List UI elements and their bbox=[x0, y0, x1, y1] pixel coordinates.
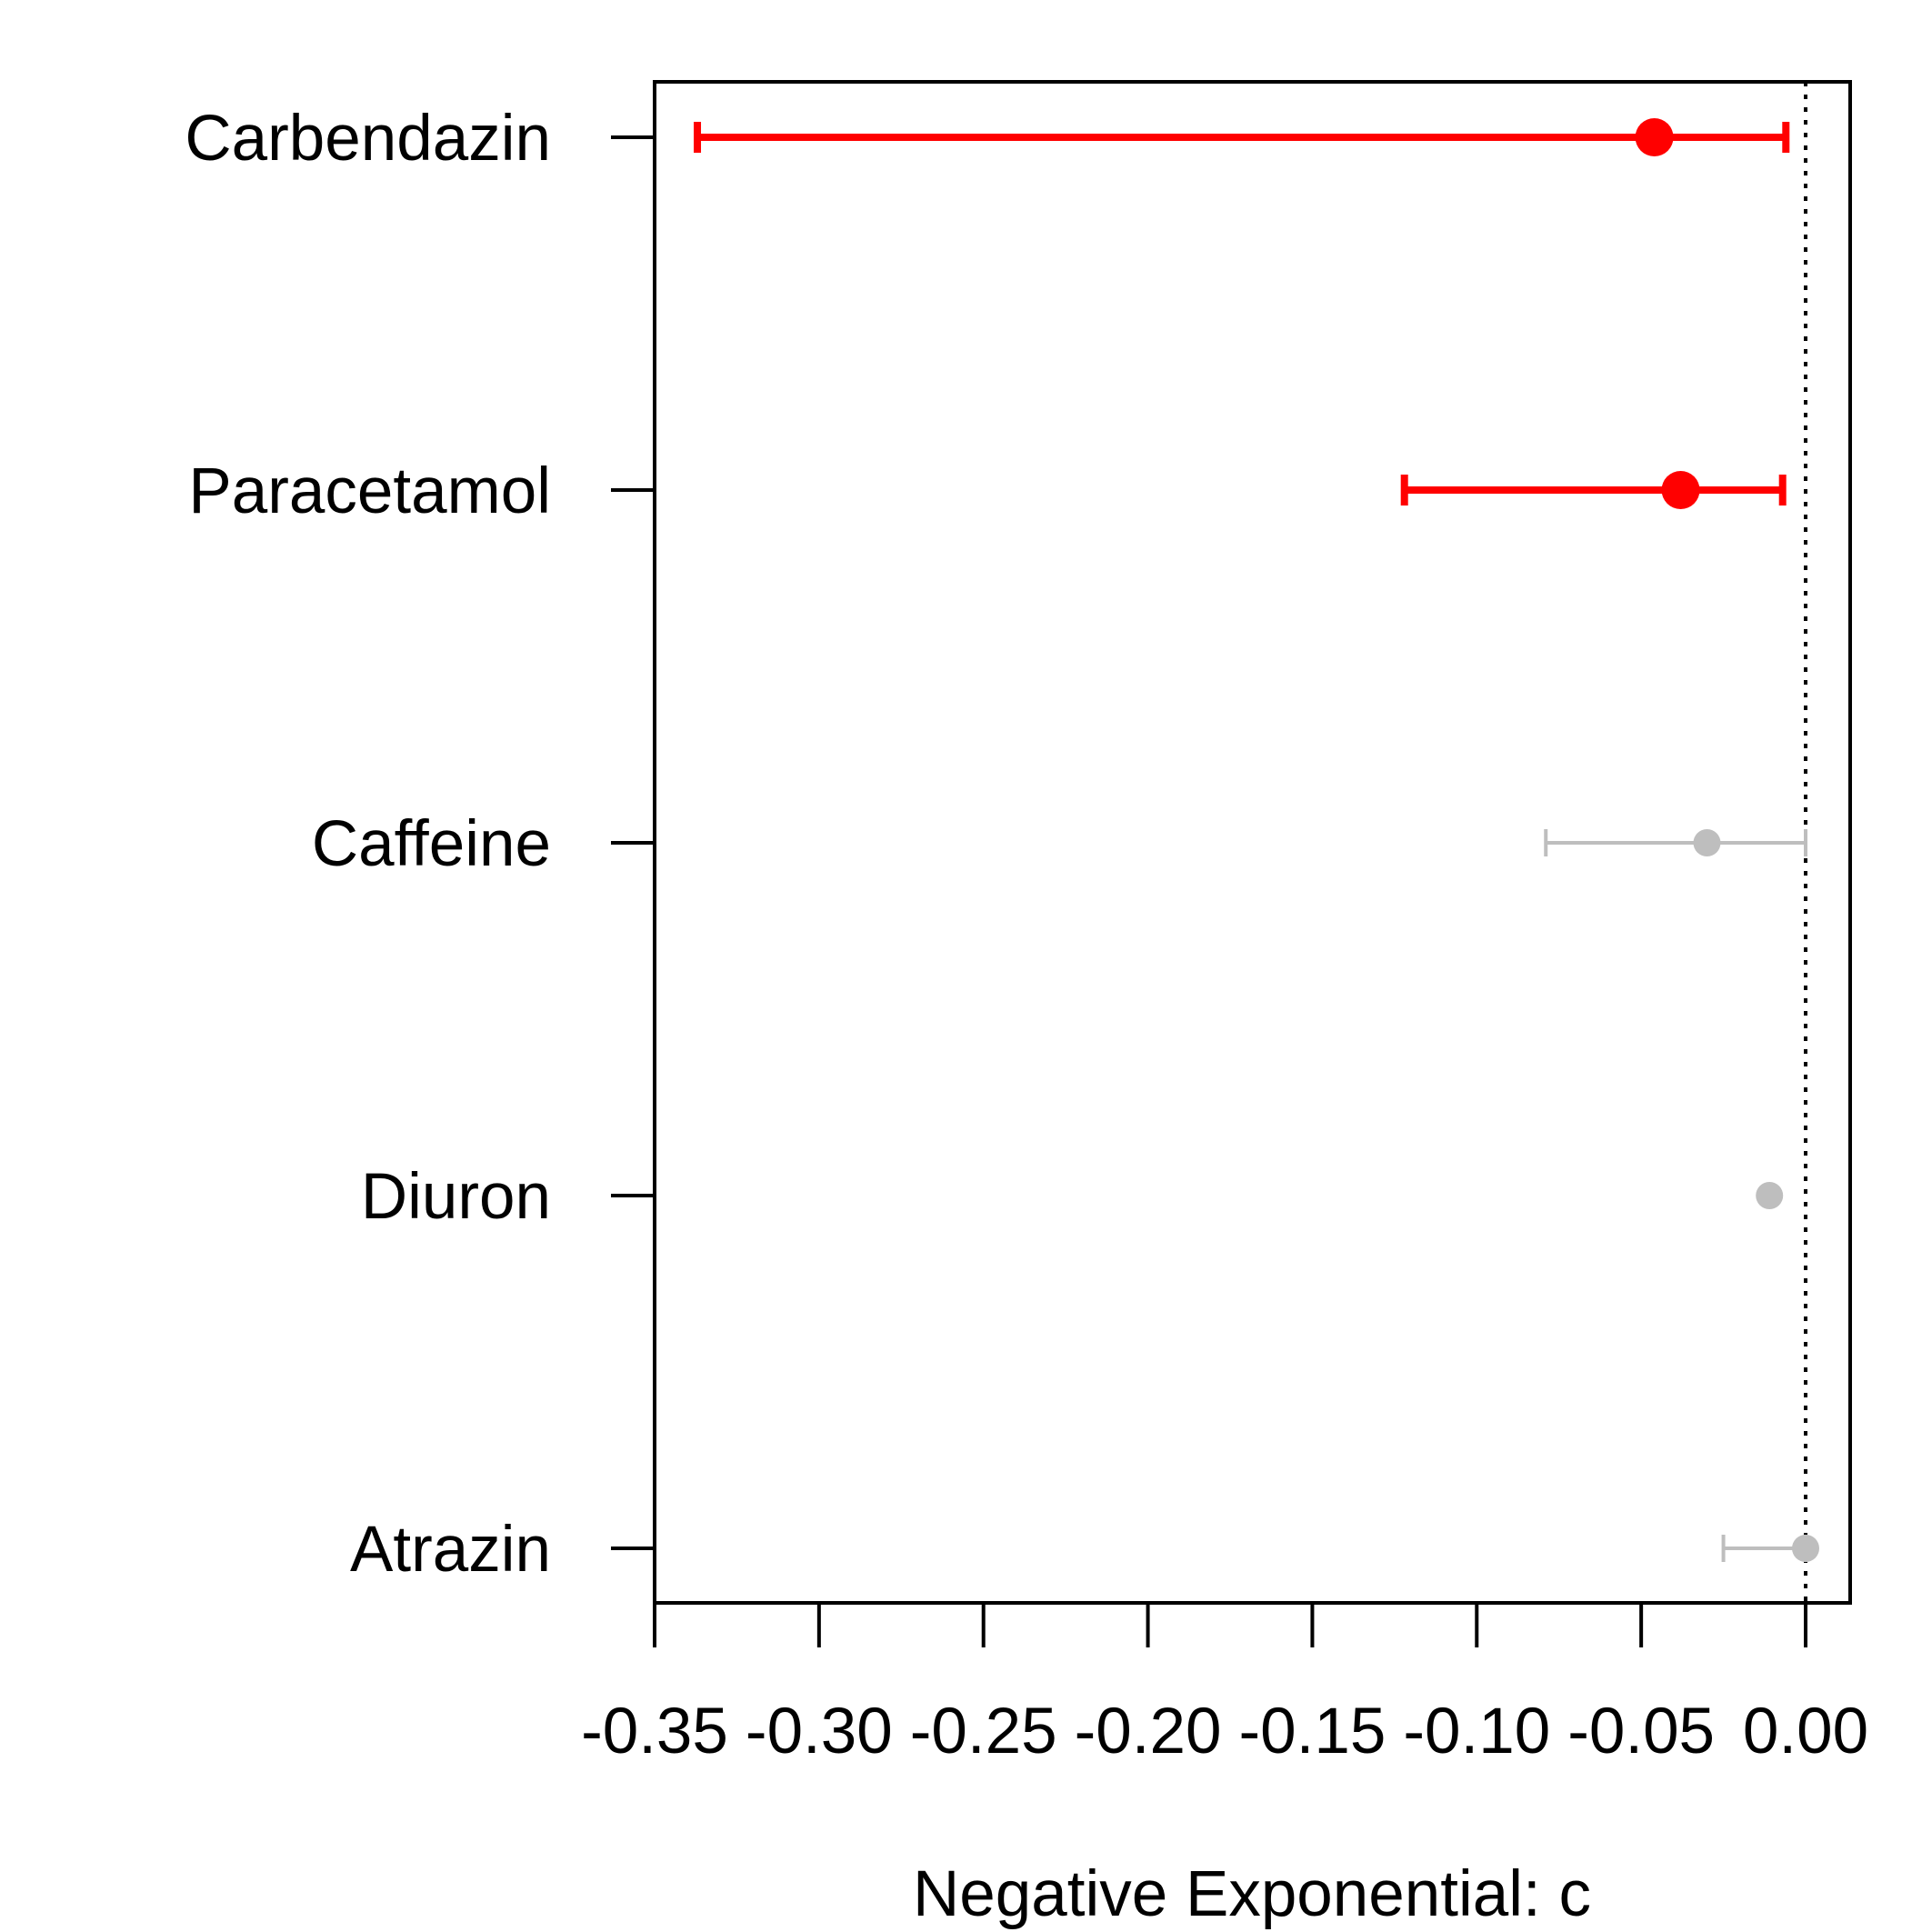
point-estimate bbox=[1792, 1535, 1819, 1562]
x-tick-label: -0.35 bbox=[581, 1696, 728, 1767]
y-category-label: Carbendazin bbox=[185, 103, 551, 175]
y-category-label: Atrazin bbox=[350, 1514, 551, 1586]
x-tick-label: -0.10 bbox=[1403, 1696, 1550, 1767]
data-point-atrazin bbox=[1721, 1535, 1819, 1562]
data-point-caffeine bbox=[1544, 829, 1807, 856]
point-estimate bbox=[1756, 1182, 1784, 1209]
x-tick-label: -0.20 bbox=[1075, 1696, 1222, 1767]
data-point-carbendazin bbox=[694, 118, 1790, 156]
y-category-label: Diuron bbox=[361, 1161, 551, 1233]
point-estimate bbox=[1661, 471, 1700, 509]
x-axis-title: Negative Exponential: c bbox=[913, 1858, 1591, 1930]
x-tick-label: -0.05 bbox=[1567, 1696, 1715, 1767]
x-tick-label: -0.30 bbox=[746, 1696, 893, 1767]
point-estimate bbox=[1635, 118, 1674, 156]
x-tick-label: -0.15 bbox=[1239, 1696, 1386, 1767]
x-tick-label: -0.25 bbox=[910, 1696, 1057, 1767]
point-estimate bbox=[1693, 829, 1721, 856]
y-category-label: Caffeine bbox=[312, 808, 551, 880]
x-tick-label: 0.00 bbox=[1743, 1696, 1868, 1767]
y-category-label: Paracetamol bbox=[188, 455, 551, 527]
data-point-diuron bbox=[1756, 1182, 1784, 1209]
data-point-paracetamol bbox=[1400, 471, 1787, 509]
